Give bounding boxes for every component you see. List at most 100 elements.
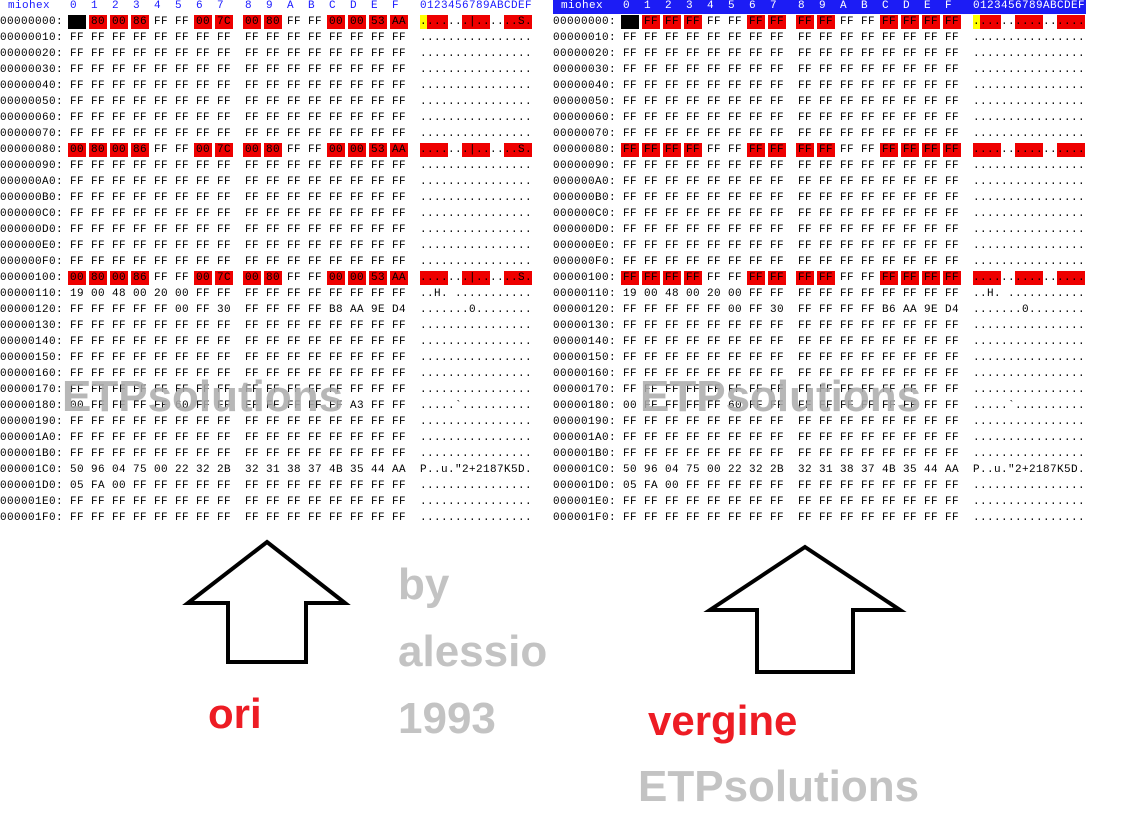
hex-bytes: FF FF FF FF FF 00 FF 30 FF FF FF FF B8 A… (70, 304, 407, 316)
hex-bytes: FF FF FF FF FF FF FF FF FF FF FF FF FF F… (70, 256, 407, 268)
ascii-highlight (1064, 143, 1071, 157)
hex-bytes: FF FF FF FF FF FF FF FF FF FF FF FF FF F… (623, 336, 960, 348)
byte-highlight (880, 15, 898, 29)
byte-highlight (110, 271, 128, 285)
hex-bytes: FF FF FF FF FF FF FF FF FF FF FF FF FF F… (623, 448, 960, 460)
ascii-highlight (1036, 143, 1043, 157)
ascii-highlight (427, 271, 434, 285)
byte-highlight (922, 271, 940, 285)
ascii-highlight (518, 15, 525, 29)
hex-bytes: FF FF FF FF FF FF FF FF FF FF FF FF FF F… (623, 272, 960, 284)
byte-highlight (684, 15, 702, 29)
address: 00000070: (553, 128, 617, 140)
ascii-highlight (1036, 15, 1043, 29)
address: 00000110: (553, 288, 617, 300)
address: 00000180: (553, 400, 617, 412)
ascii: ................ (420, 208, 533, 220)
watermark: ETPsolutions (62, 372, 344, 421)
ascii-highlight (1064, 271, 1071, 285)
credit: 1993 (398, 694, 496, 743)
byte-highlight (684, 143, 702, 157)
address: 00000110: (0, 288, 64, 300)
address: 000000B0: (553, 192, 617, 204)
byte-highlight (390, 15, 408, 29)
address: 00000190: (0, 416, 64, 428)
ascii: ................ (973, 256, 1086, 268)
hex-bytes: FF FF FF FF FF FF FF FF FF FF FF FF FF F… (70, 224, 407, 236)
hex-bytes: FF FF FF FF FF FF FF FF FF FF FF FF FF F… (70, 64, 407, 76)
hex-bytes: FF FF FF FF FF FF FF FF FF FF FF FF FF F… (623, 320, 960, 332)
arrow-right (703, 544, 907, 674)
address: 00000000: (0, 16, 64, 28)
ascii-highlight (1057, 143, 1064, 157)
header-bar (553, 0, 1086, 14)
ascii: ................ (973, 384, 1086, 396)
address: 000000F0: (553, 256, 617, 268)
address: 00000080: (0, 144, 64, 156)
ascii-highlight (462, 143, 469, 157)
ascii-highlight (973, 143, 980, 157)
ascii: ................ (973, 496, 1086, 508)
ascii-highlight (469, 143, 476, 157)
byte-highlight (943, 271, 961, 285)
hex-bytes: FF FF FF FF FF FF FF FF FF FF FF FF FF F… (70, 320, 407, 332)
byte-highlight (922, 143, 940, 157)
hex-bytes: FF FF FF FF FF FF FF FF FF FF FF FF FF F… (70, 368, 407, 380)
byte-highlight (369, 143, 387, 157)
hex-bytes: FF FF FF FF FF FF FF FF FF FF FF FF FF F… (623, 208, 960, 220)
address: 00000040: (553, 80, 617, 92)
byte-highlight (348, 271, 366, 285)
address: 00000170: (0, 384, 64, 396)
hex-bytes: 00 80 00 86 FF FF 00 7C 00 80 FF FF 00 0… (70, 272, 407, 284)
ascii: ................ (420, 176, 533, 188)
hex-bytes: FF FF FF FF FF FF FF FF FF FF FF FF FF F… (623, 512, 960, 524)
byte-highlight (796, 271, 814, 285)
ascii: .....`.......... (420, 400, 533, 412)
ascii: ................ (973, 64, 1086, 76)
byte-highlight (327, 271, 345, 285)
hex-bytes: FF FF FF FF FF FF FF FF FF FF FF FF FF F… (623, 256, 960, 268)
ascii: ................ (973, 368, 1086, 380)
byte-highlight (663, 15, 681, 29)
ascii-highlight (511, 271, 518, 285)
ascii: ................ (420, 416, 533, 428)
ascii-header: 0123456789ABCDEF (420, 0, 533, 12)
ascii: ................ (420, 320, 533, 332)
byte-highlight (68, 271, 86, 285)
address: 00000100: (0, 272, 64, 284)
ascii-highlight (525, 15, 532, 29)
ascii: ................ (420, 512, 533, 524)
ascii: ................ (973, 160, 1086, 172)
address: 000000E0: (0, 240, 64, 252)
byte-highlight (817, 15, 835, 29)
ascii: ................ (973, 272, 1086, 284)
ascii: ................ (973, 16, 1086, 28)
byte-highlight (817, 271, 835, 285)
byte-highlight (243, 15, 261, 29)
byte-highlight (348, 143, 366, 157)
address: 00000180: (0, 400, 64, 412)
address: 000000E0: (553, 240, 617, 252)
ascii-highlight (1071, 143, 1078, 157)
byte-highlight (663, 143, 681, 157)
ascii: ................ (420, 32, 533, 44)
hex-bytes: 00 FF FF FF FF 60 FF FF FF FF FF FF FF A… (70, 400, 407, 412)
byte-highlight (243, 143, 261, 157)
byte-highlight (943, 15, 961, 29)
ascii: ................ (973, 192, 1086, 204)
ascii: ................ (420, 192, 533, 204)
ascii: ................ (973, 96, 1086, 108)
address: 00000170: (553, 384, 617, 396)
ascii-highlight (483, 271, 490, 285)
ascii-highlight (504, 271, 511, 285)
address: 00000160: (0, 368, 64, 380)
ascii-highlight (1029, 143, 1036, 157)
byte-highlight (642, 15, 660, 29)
ascii-highlight (1078, 271, 1085, 285)
ascii: ................ (973, 144, 1086, 156)
byte-highlight (621, 271, 639, 285)
ascii: ................ (420, 64, 533, 76)
byte-highlight (369, 271, 387, 285)
panel-name: miohex (8, 0, 51, 12)
ascii-highlight (427, 15, 434, 29)
